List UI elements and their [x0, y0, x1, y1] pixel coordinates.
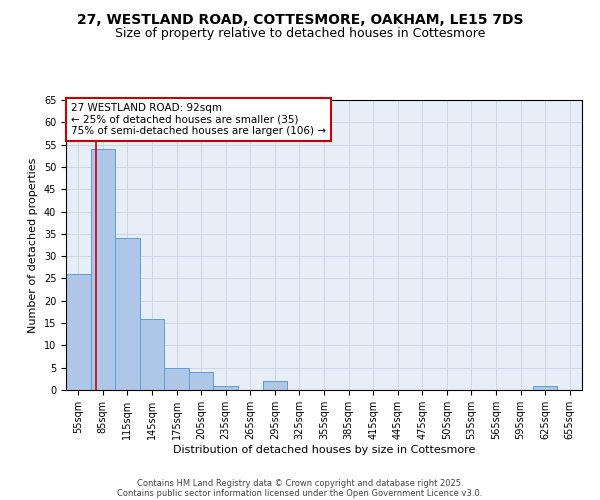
Bar — [164, 368, 189, 390]
Bar — [140, 318, 164, 390]
Text: Size of property relative to detached houses in Cottesmore: Size of property relative to detached ho… — [115, 28, 485, 40]
Bar — [66, 274, 91, 390]
Text: 27, WESTLAND ROAD, COTTESMORE, OAKHAM, LE15 7DS: 27, WESTLAND ROAD, COTTESMORE, OAKHAM, L… — [77, 12, 523, 26]
Bar — [214, 386, 238, 390]
Bar — [533, 386, 557, 390]
Bar — [115, 238, 140, 390]
Text: Contains public sector information licensed under the Open Government Licence v3: Contains public sector information licen… — [118, 488, 482, 498]
Text: Contains HM Land Registry data © Crown copyright and database right 2025.: Contains HM Land Registry data © Crown c… — [137, 478, 463, 488]
X-axis label: Distribution of detached houses by size in Cottesmore: Distribution of detached houses by size … — [173, 444, 475, 454]
Bar — [263, 381, 287, 390]
Text: 27 WESTLAND ROAD: 92sqm
← 25% of detached houses are smaller (35)
75% of semi-de: 27 WESTLAND ROAD: 92sqm ← 25% of detache… — [71, 103, 326, 136]
Y-axis label: Number of detached properties: Number of detached properties — [28, 158, 38, 332]
Bar — [189, 372, 214, 390]
Bar — [91, 149, 115, 390]
